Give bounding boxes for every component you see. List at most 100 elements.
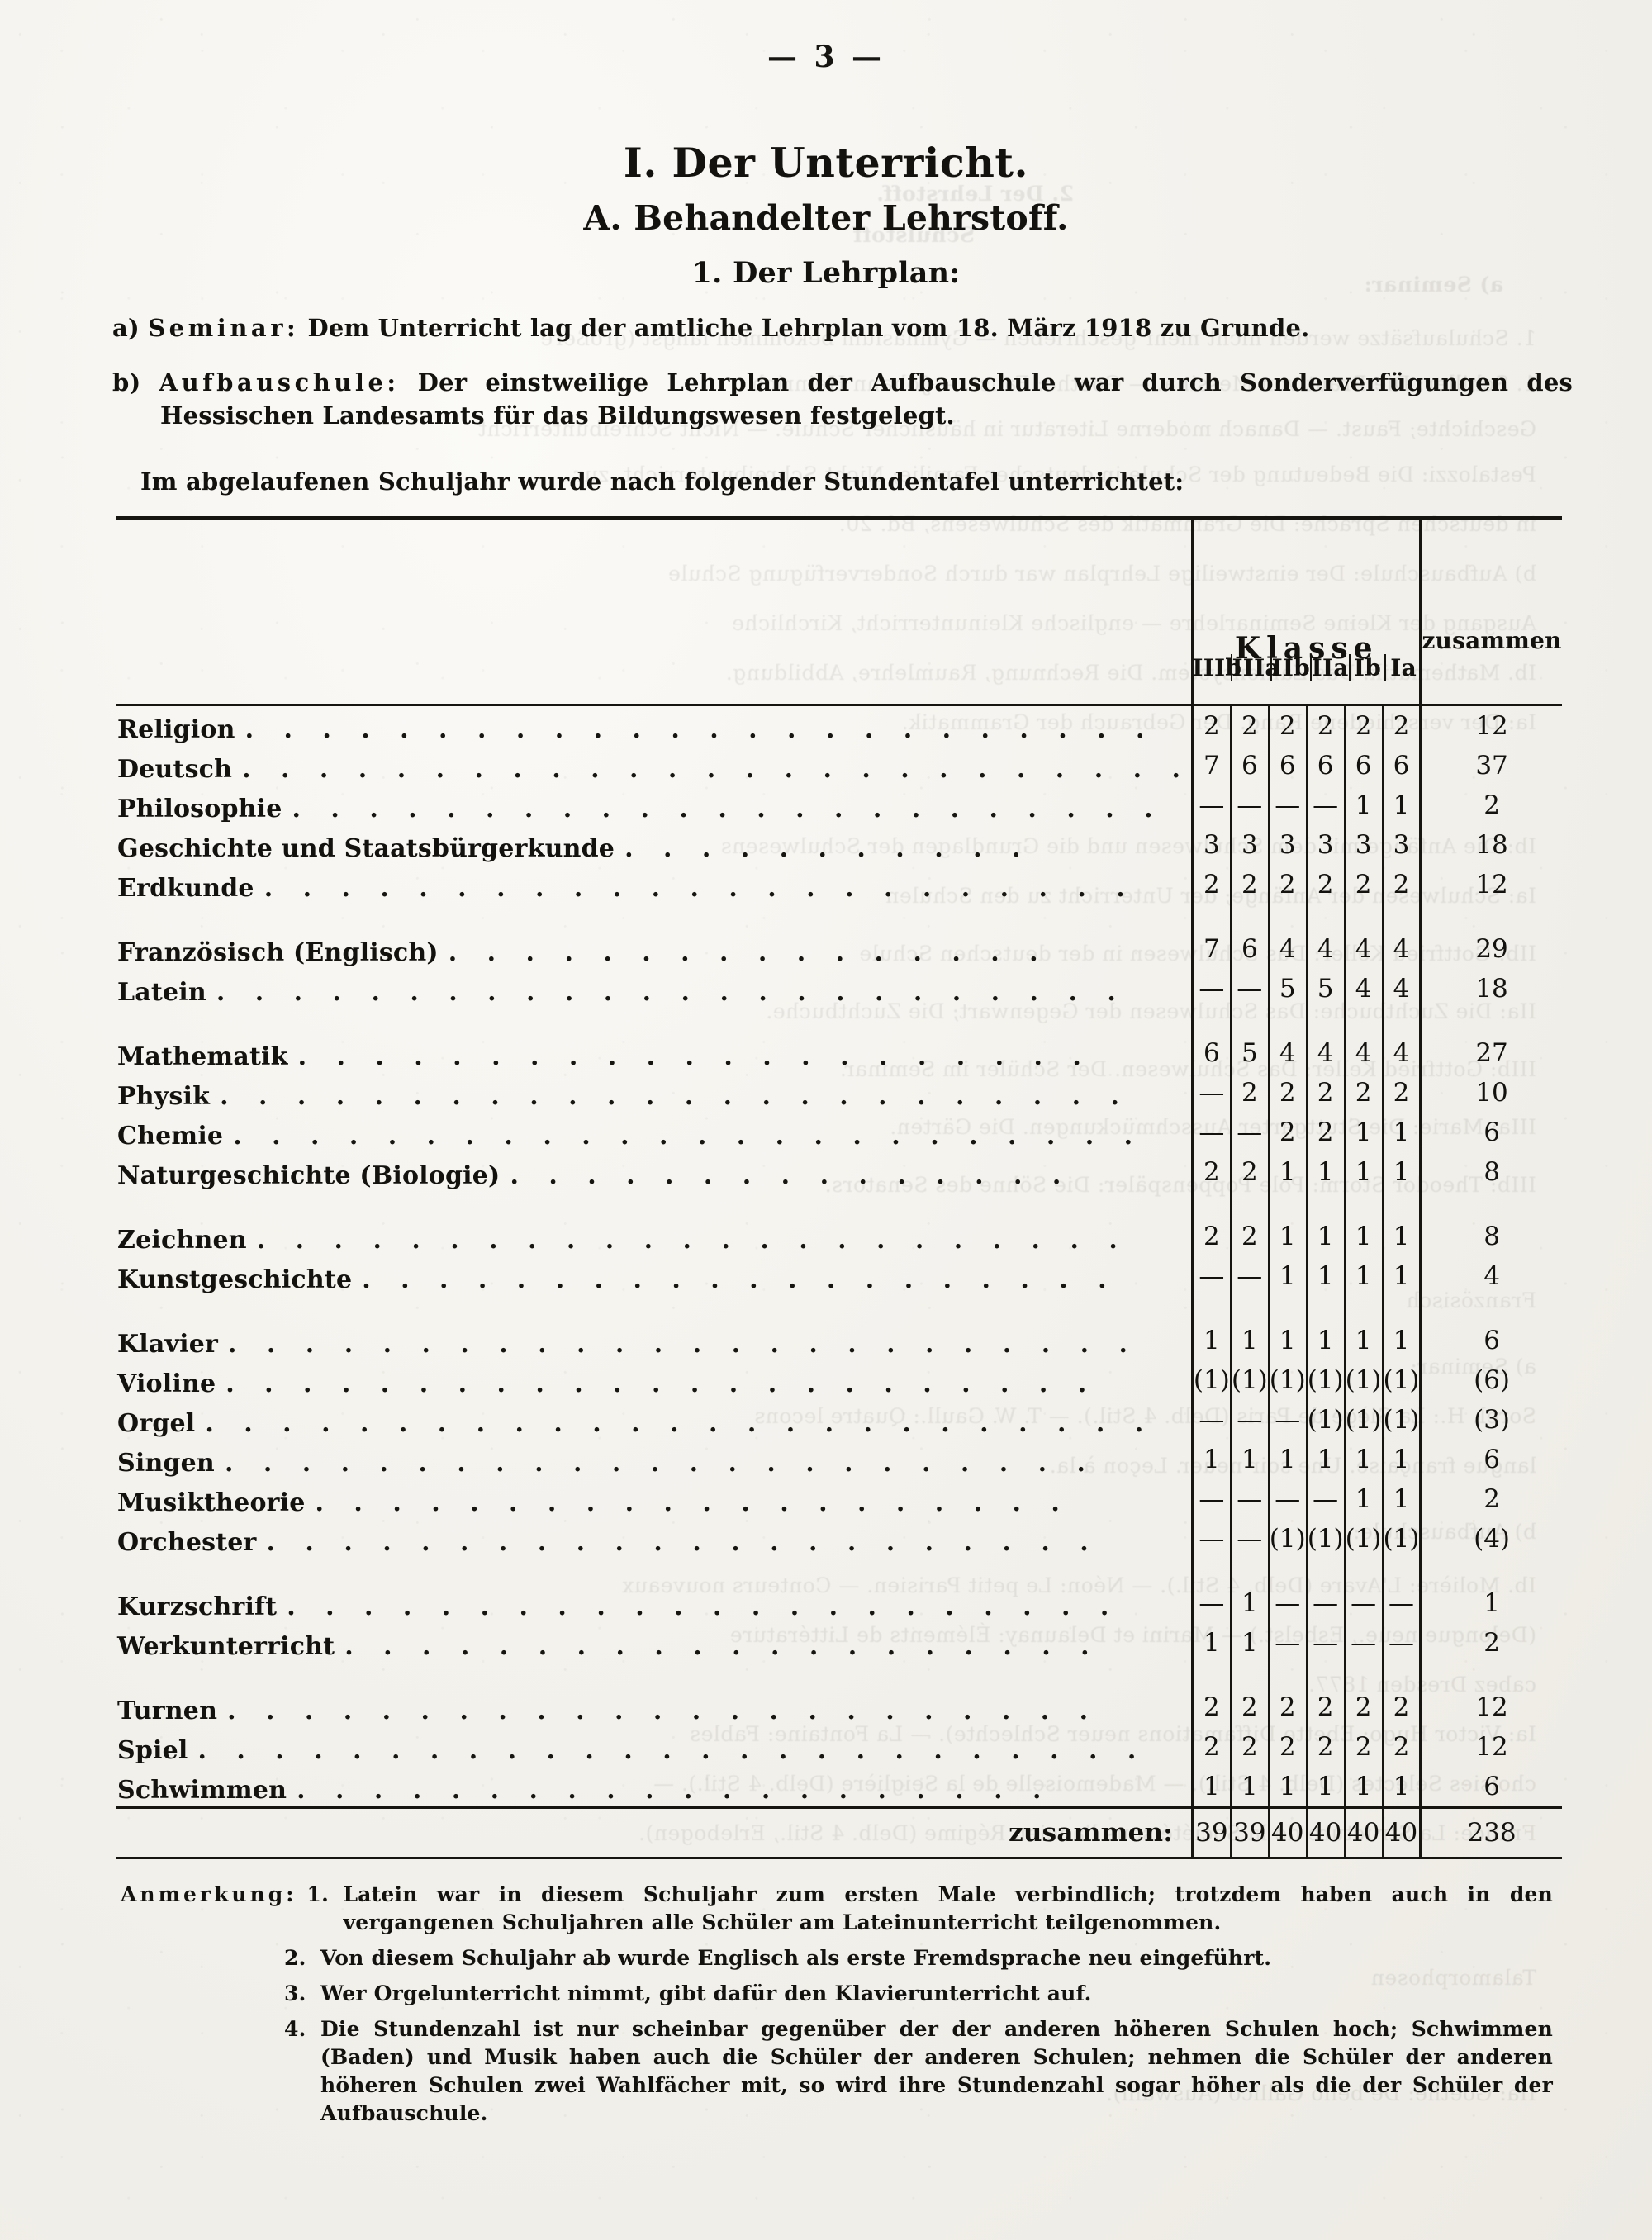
paragraph-seminar-marker: a) bbox=[112, 314, 140, 342]
cell-value: 1 bbox=[1381, 1321, 1421, 1361]
cell-value: 2 bbox=[1381, 1073, 1421, 1113]
sum-grand-total: 238 bbox=[1419, 1806, 1562, 1858]
cell-value: 2 bbox=[1343, 865, 1383, 905]
subject-label: Mathematik bbox=[117, 1042, 288, 1072]
notes-label: Anmerkung: bbox=[121, 1882, 297, 1907]
subject-label: Orgel bbox=[117, 1409, 196, 1439]
table-row: Mathematik . . . . . . . . . . . . . . . … bbox=[116, 1033, 1562, 1074]
table-row: Französisch (Englisch) . . . . . . . . . … bbox=[116, 929, 1562, 970]
subject-label: Kurzschrift bbox=[117, 1592, 278, 1622]
cell-value: 2 bbox=[1190, 1152, 1231, 1193]
sum-value: 40 bbox=[1305, 1806, 1345, 1858]
cell-value: 1 bbox=[1305, 1217, 1345, 1257]
cell-value: (1) bbox=[1305, 1360, 1345, 1401]
leader-dots: . . . . . . . . . . . . . . . . . . . . … bbox=[297, 1042, 1092, 1072]
cell-value: — bbox=[1190, 1583, 1231, 1624]
cell-value: 2 bbox=[1381, 705, 1421, 747]
subject-label: Zeichnen bbox=[117, 1226, 247, 1255]
cell-value: 2 bbox=[1305, 1073, 1345, 1113]
note-text: Wer Orgelunterricht nimmt, gibt dafür de… bbox=[320, 1981, 1092, 2006]
leader-dots: . . . . . . . . . . . . . . . . bbox=[448, 938, 1049, 968]
notes-block: Anmerkung: 1. Latein war in diesem Schul… bbox=[121, 1881, 1553, 2128]
table-header-band: Klasse zusammen bbox=[116, 518, 1562, 707]
leader-dots: . . . . . . . . . . . . . . . . . . . . … bbox=[263, 874, 1136, 904]
cell-value: — bbox=[1267, 1479, 1307, 1520]
cell-value: 1 bbox=[1381, 1217, 1421, 1257]
cell-total: 29 bbox=[1419, 929, 1562, 970]
cell-total: 1 bbox=[1419, 1583, 1562, 1624]
subject-label: Klavier bbox=[117, 1330, 219, 1360]
cell-value: 2 bbox=[1305, 1113, 1345, 1153]
note-text: Die Stundenzahl ist nur scheinbar gegenü… bbox=[320, 2017, 1553, 2126]
subject-label: Musiktheorie bbox=[117, 1488, 306, 1518]
cell-value: 6 bbox=[1305, 746, 1345, 786]
cell-total: 4 bbox=[1419, 1256, 1562, 1297]
cell-value: — bbox=[1190, 969, 1231, 1009]
cell-value: 5 bbox=[1267, 969, 1307, 1009]
cell-total: 6 bbox=[1419, 1321, 1562, 1361]
page-title: I. Der Unterricht. bbox=[623, 139, 1029, 187]
table-intro-text: Im abgelaufenen Schuljahr wurde nach fol… bbox=[140, 467, 1184, 496]
cell-value: — bbox=[1190, 1400, 1231, 1440]
cell-value: 1 bbox=[1343, 1113, 1383, 1153]
cell-value: — bbox=[1343, 1623, 1383, 1663]
sum-value: 40 bbox=[1343, 1806, 1383, 1858]
cell-value: 1 bbox=[1343, 1479, 1383, 1520]
table-row: Geschichte und Staatsbürgerkunde . . . . … bbox=[116, 825, 1562, 866]
cell-value: 1 bbox=[1343, 1256, 1383, 1297]
table-row: Physik . . . . . . . . . . . . . . . . . … bbox=[116, 1073, 1562, 1113]
cell-value: 2 bbox=[1305, 865, 1345, 905]
cell-value: 3 bbox=[1381, 825, 1421, 866]
cell-value: 1 bbox=[1267, 1217, 1307, 1257]
cell-value: 4 bbox=[1381, 929, 1421, 970]
cell-value: 1 bbox=[1305, 1321, 1345, 1361]
note-number: 3. bbox=[284, 1981, 306, 2006]
cell-total: 10 bbox=[1419, 1073, 1562, 1113]
cell-value: 3 bbox=[1229, 825, 1269, 866]
cell-value: — bbox=[1190, 1479, 1231, 1520]
sum-value: 40 bbox=[1381, 1806, 1421, 1858]
cell-value: 1 bbox=[1381, 1113, 1421, 1153]
subject-label: Singen bbox=[117, 1449, 215, 1478]
table-row: Werkunterricht . . . . . . . . . . . . . … bbox=[116, 1623, 1562, 1663]
subject-label: Kunstgeschichte bbox=[117, 1265, 353, 1295]
table-row: Philosophie . . . . . . . . . . . . . . .… bbox=[116, 785, 1562, 826]
subject-label: Violine bbox=[117, 1369, 216, 1399]
cell-value: (1) bbox=[1267, 1360, 1307, 1401]
cell-total: 18 bbox=[1419, 969, 1562, 1009]
cell-value: 1 bbox=[1343, 1321, 1383, 1361]
leader-dots: . . . . . . . . . . . . . . . . . . . . … bbox=[227, 1697, 1099, 1726]
subject-label: Latein bbox=[117, 978, 206, 1008]
subject-label: Erdkunde bbox=[117, 874, 254, 904]
leader-dots: . . . . . . . . . . . . . . . . . . . . … bbox=[220, 1082, 1130, 1112]
cell-value: 1 bbox=[1229, 1623, 1269, 1663]
note-item-3: 3. Wer Orgelunterricht nimmt, gibt dafür… bbox=[121, 1980, 1553, 2008]
cell-value: 3 bbox=[1343, 825, 1383, 866]
subject-label: Philosophie bbox=[117, 795, 282, 824]
cell-value: 2 bbox=[1190, 705, 1231, 747]
cell-value: — bbox=[1267, 785, 1307, 826]
table-row: Singen . . . . . . . . . . . . . . . . . … bbox=[116, 1440, 1562, 1480]
cell-total: 2 bbox=[1419, 1623, 1562, 1663]
cell-value: — bbox=[1229, 1256, 1269, 1297]
cell-value: 1 bbox=[1381, 1479, 1421, 1520]
paragraph-seminar: a) Seminar: Dem Unterricht lag der amtli… bbox=[112, 311, 1573, 344]
cell-value: 1 bbox=[1305, 1256, 1345, 1297]
cell-value: 2 bbox=[1267, 1687, 1307, 1728]
cell-value: 2 bbox=[1381, 1727, 1421, 1768]
table-row: Religion . . . . . . . . . . . . . . . . … bbox=[116, 705, 1562, 747]
cell-value: (1) bbox=[1267, 1519, 1307, 1559]
cell-value: 1 bbox=[1267, 1767, 1307, 1808]
cell-value: 7 bbox=[1190, 929, 1231, 970]
leader-dots: . . . . . . . . . . . . . . . . . . . . … bbox=[225, 1369, 1098, 1399]
cell-value: — bbox=[1229, 1479, 1269, 1520]
row-spacer bbox=[116, 1192, 1562, 1217]
cell-value: 1 bbox=[1229, 1440, 1269, 1480]
cell-value: — bbox=[1381, 1583, 1421, 1624]
cell-value: 2 bbox=[1229, 1727, 1269, 1768]
cell-value: 3 bbox=[1267, 825, 1307, 866]
table-row: Naturgeschichte (Biologie) . . . . . . . … bbox=[116, 1152, 1562, 1193]
cell-value: 1 bbox=[1267, 1321, 1307, 1361]
cell-value: (1) bbox=[1343, 1519, 1383, 1559]
cell-value: 4 bbox=[1381, 1033, 1421, 1074]
